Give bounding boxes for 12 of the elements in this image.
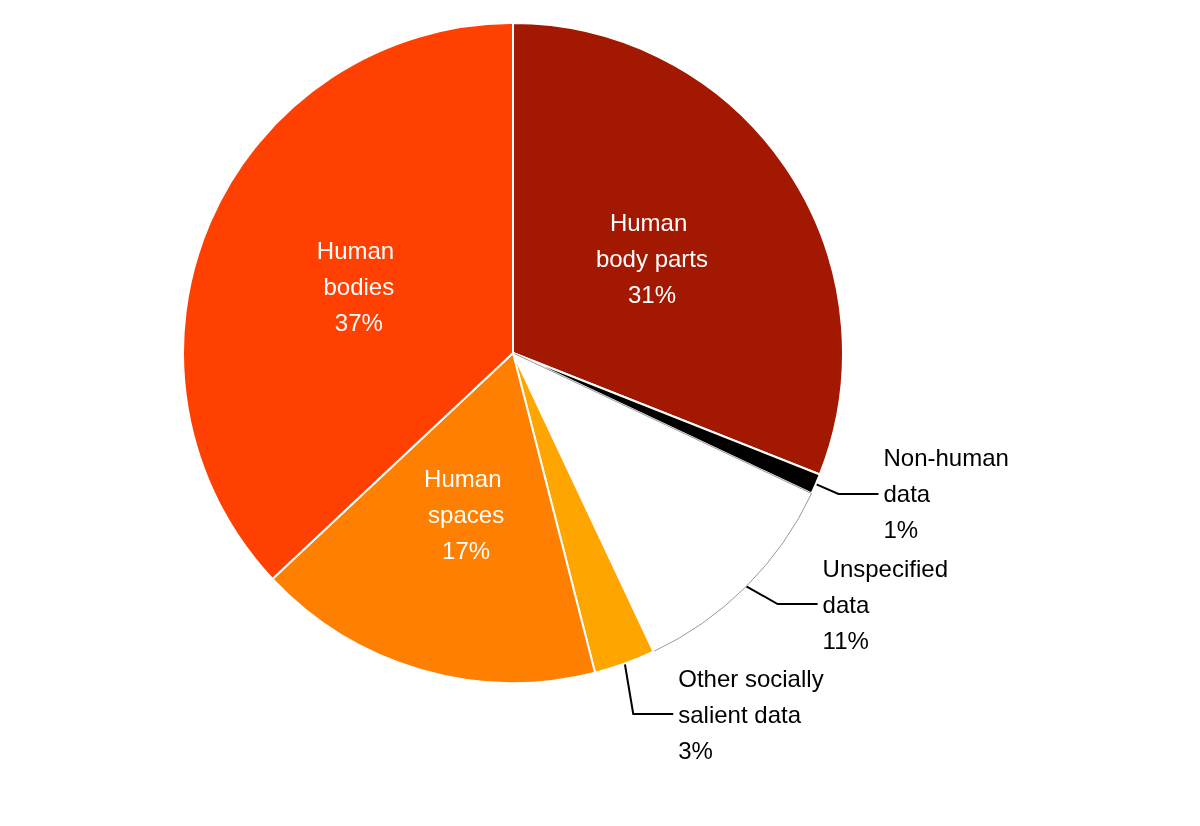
data-label: 1% [883, 516, 919, 544]
data-label: 3% [678, 736, 713, 764]
slice-label: Human bodies [316, 236, 401, 300]
data-label: 37% [334, 308, 383, 336]
data-label: 17% [442, 536, 491, 564]
slice-label: Non-human data [883, 444, 1016, 508]
data-label: 11% [822, 626, 869, 654]
slice-label: Unspecified data [822, 554, 955, 618]
slice-label: Human body parts [595, 209, 708, 273]
slice-label: Human spaces [424, 464, 509, 528]
data-label: 31% [627, 281, 676, 309]
slice-label: Other socially salient data [678, 664, 831, 728]
